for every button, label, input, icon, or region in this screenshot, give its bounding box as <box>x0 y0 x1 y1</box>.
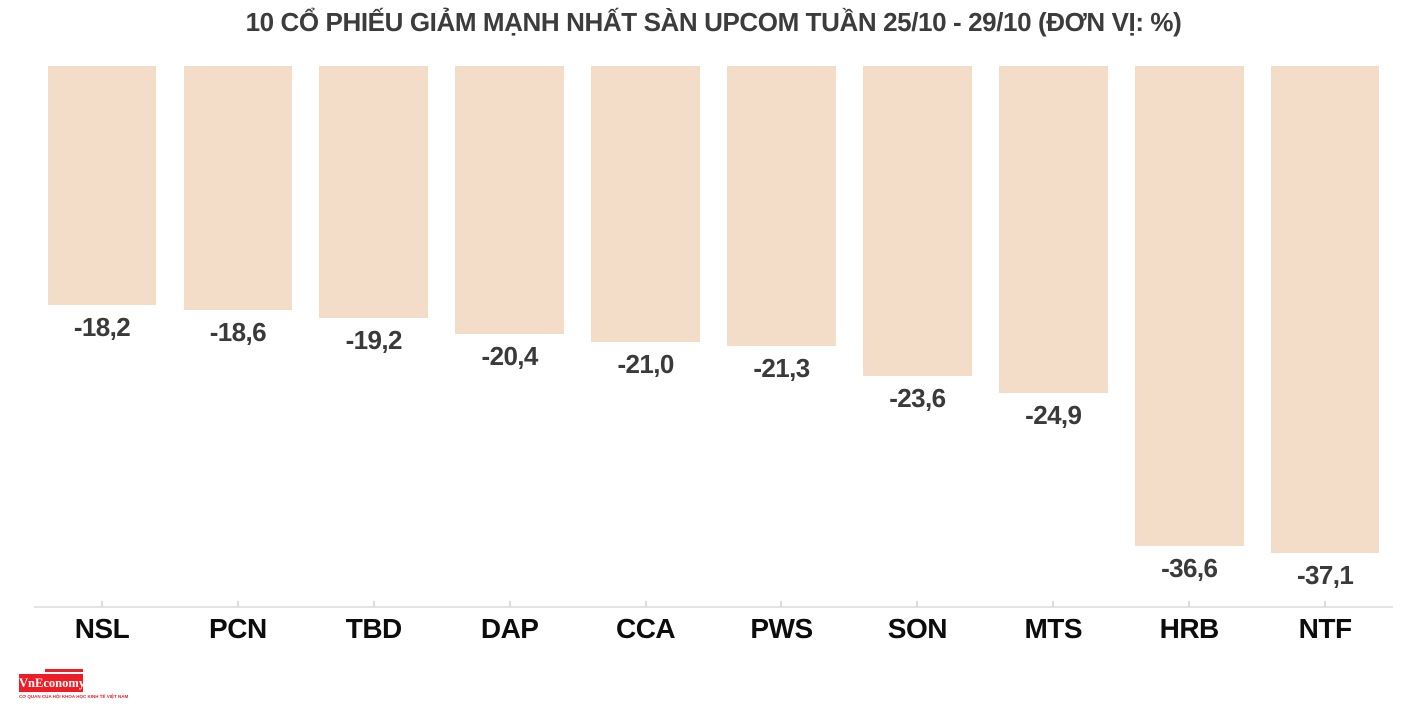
bar-column-NTF: -37,1 <box>1257 66 1393 591</box>
x-axis-label-NSL: NSL <box>74 613 130 644</box>
value-label-PWS: -21,3 <box>753 353 810 383</box>
x-axis-label-CCA: CCA <box>615 613 676 644</box>
x-axis-tick <box>508 601 511 607</box>
bar-PCN <box>183 66 293 310</box>
bar-column-CCA: -21,0 <box>578 66 714 380</box>
bar-column-NSL: -18,2 <box>34 66 170 343</box>
value-label-CCA: -21,0 <box>617 349 674 379</box>
value-label-NTF: -37,1 <box>1296 560 1354 590</box>
bar-column-PCN: -18,6 <box>170 66 306 348</box>
x-axis-label-PWS: PWS <box>750 613 813 644</box>
x-axis-tick <box>780 601 783 607</box>
bar-SON <box>863 66 972 376</box>
x-axis-label-NTF: NTF <box>1298 613 1352 644</box>
x-axis-tick <box>236 601 239 607</box>
x-axis-label-PCN: PCN <box>209 613 267 644</box>
x-axis-label-HRB: HRB <box>1159 613 1220 644</box>
bar-HRB <box>1134 66 1244 546</box>
logo-top-line <box>45 669 83 672</box>
x-axis-tick <box>372 601 375 607</box>
chart-title: 10 CỔ PHIẾU GIẢM MẠNH NHẤT SÀN UPCOM TUẦ… <box>245 7 1182 37</box>
bar-CCA <box>591 66 700 342</box>
x-axis-label-MTS: MTS <box>1024 613 1083 644</box>
value-label-MTS: -24,9 <box>1025 400 1082 430</box>
bar-column-TBD: -19,2 <box>306 66 442 356</box>
x-axis-tick <box>1188 601 1191 607</box>
bar-column-PWS: -21,3 <box>714 66 850 384</box>
x-axis-label-TBD: TBD <box>345 613 403 644</box>
value-label-DAP: -20,4 <box>481 341 539 371</box>
x-axis-line <box>34 601 1393 608</box>
x-axis-label-SON: SON <box>887 613 948 644</box>
logo-tagline: CƠ QUAN CỦA HỘI KHOA HỌC KINH TẾ VIỆT NA… <box>19 694 129 699</box>
bar-PWS <box>727 66 836 346</box>
bar-TBD <box>319 66 429 318</box>
bar-NTF <box>1270 66 1380 553</box>
bar-DAP <box>455 66 565 334</box>
x-axis-tick <box>1324 601 1327 607</box>
value-label-HRB: -36,6 <box>1161 553 1218 583</box>
bar-MTS <box>998 66 1108 393</box>
bar-column-DAP: -20,4 <box>442 66 578 372</box>
value-label-TBD: -19,2 <box>345 325 403 355</box>
x-axis-tick <box>1052 601 1055 607</box>
bar-plot-area: -18,2 -18,6 -19,2 -20,4 -21,0 -21,3 -23,6 -24,9… <box>34 66 1393 591</box>
x-axis-tick <box>100 601 103 607</box>
bar-column-MTS: -24,9 <box>985 66 1121 431</box>
x-axis-tick <box>644 601 647 607</box>
bar-column-SON: -23,6 <box>849 66 985 414</box>
x-axis-label-DAP: DAP <box>480 613 539 644</box>
vneconomy-wordmark: VnEconomy <box>19 674 85 692</box>
x-axis-labels-row: NSL PCN TBD DAP CCA PWS SON MTS HRB NTF <box>34 613 1393 645</box>
x-axis-tick <box>916 601 919 607</box>
value-label-NSL: -18,2 <box>73 312 131 342</box>
bar-NSL <box>47 66 157 305</box>
value-label-PCN: -18,6 <box>209 317 267 347</box>
bar-column-HRB: -36,6 <box>1121 66 1257 584</box>
value-label-SON: -23,6 <box>889 383 946 413</box>
